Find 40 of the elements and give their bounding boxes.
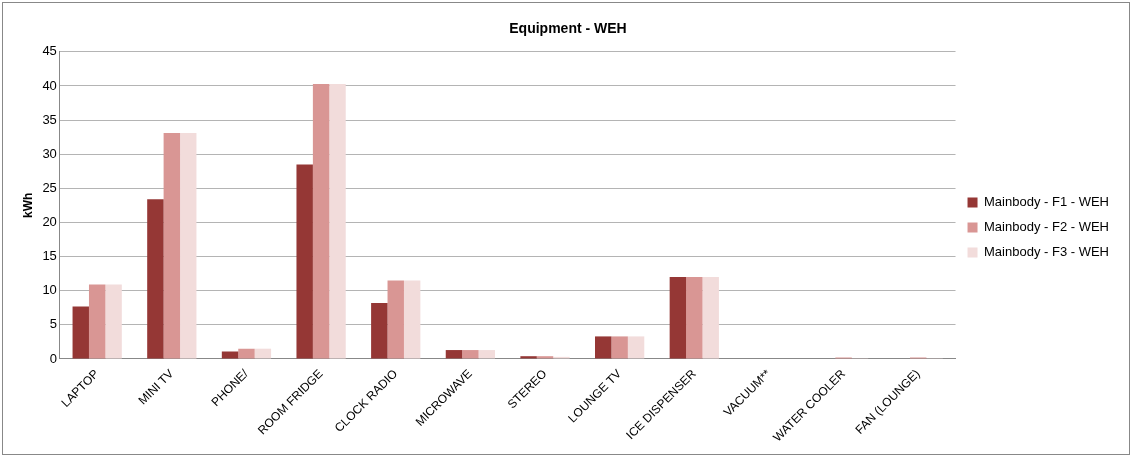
bar — [611, 336, 628, 359]
bar — [595, 336, 612, 359]
y-tick-label: 10 — [42, 282, 57, 298]
chart-title: Equipment - WEH — [509, 20, 627, 37]
y-tick-label: 15 — [42, 248, 57, 264]
bar — [180, 133, 197, 359]
bar — [329, 83, 346, 359]
y-tick-label: 20 — [42, 214, 57, 230]
bar — [238, 348, 255, 359]
legend-label: Mainbody - F3 - WEH — [984, 244, 1110, 260]
bar — [254, 348, 272, 359]
bar — [387, 280, 404, 359]
y-axis-title: kWh — [20, 192, 35, 219]
bar — [88, 284, 106, 359]
legend-label: Mainbody - F1 - WEH — [984, 194, 1110, 210]
bar — [686, 277, 703, 359]
bar — [462, 350, 479, 359]
bar — [520, 356, 537, 359]
bar — [669, 277, 687, 359]
y-tick-label: 25 — [42, 179, 57, 195]
bar — [296, 164, 313, 359]
bar — [702, 277, 719, 359]
bar — [478, 350, 496, 359]
bar — [221, 351, 239, 359]
y-tick-label: 45 — [42, 43, 57, 59]
y-tick-label: 0 — [49, 350, 57, 366]
bar — [371, 302, 388, 359]
bar — [403, 280, 421, 359]
bar — [147, 199, 164, 359]
bar — [627, 336, 645, 359]
y-tick-label: 35 — [42, 111, 57, 127]
bar — [312, 83, 330, 359]
y-tick-label: 40 — [42, 77, 57, 93]
bar — [72, 306, 89, 359]
bar — [445, 350, 463, 359]
bar — [163, 133, 181, 359]
bar — [105, 284, 122, 359]
legend-label: Mainbody - F2 - WEH — [984, 219, 1110, 235]
y-tick-label: 5 — [49, 316, 57, 332]
y-tick-label: 30 — [42, 145, 57, 161]
